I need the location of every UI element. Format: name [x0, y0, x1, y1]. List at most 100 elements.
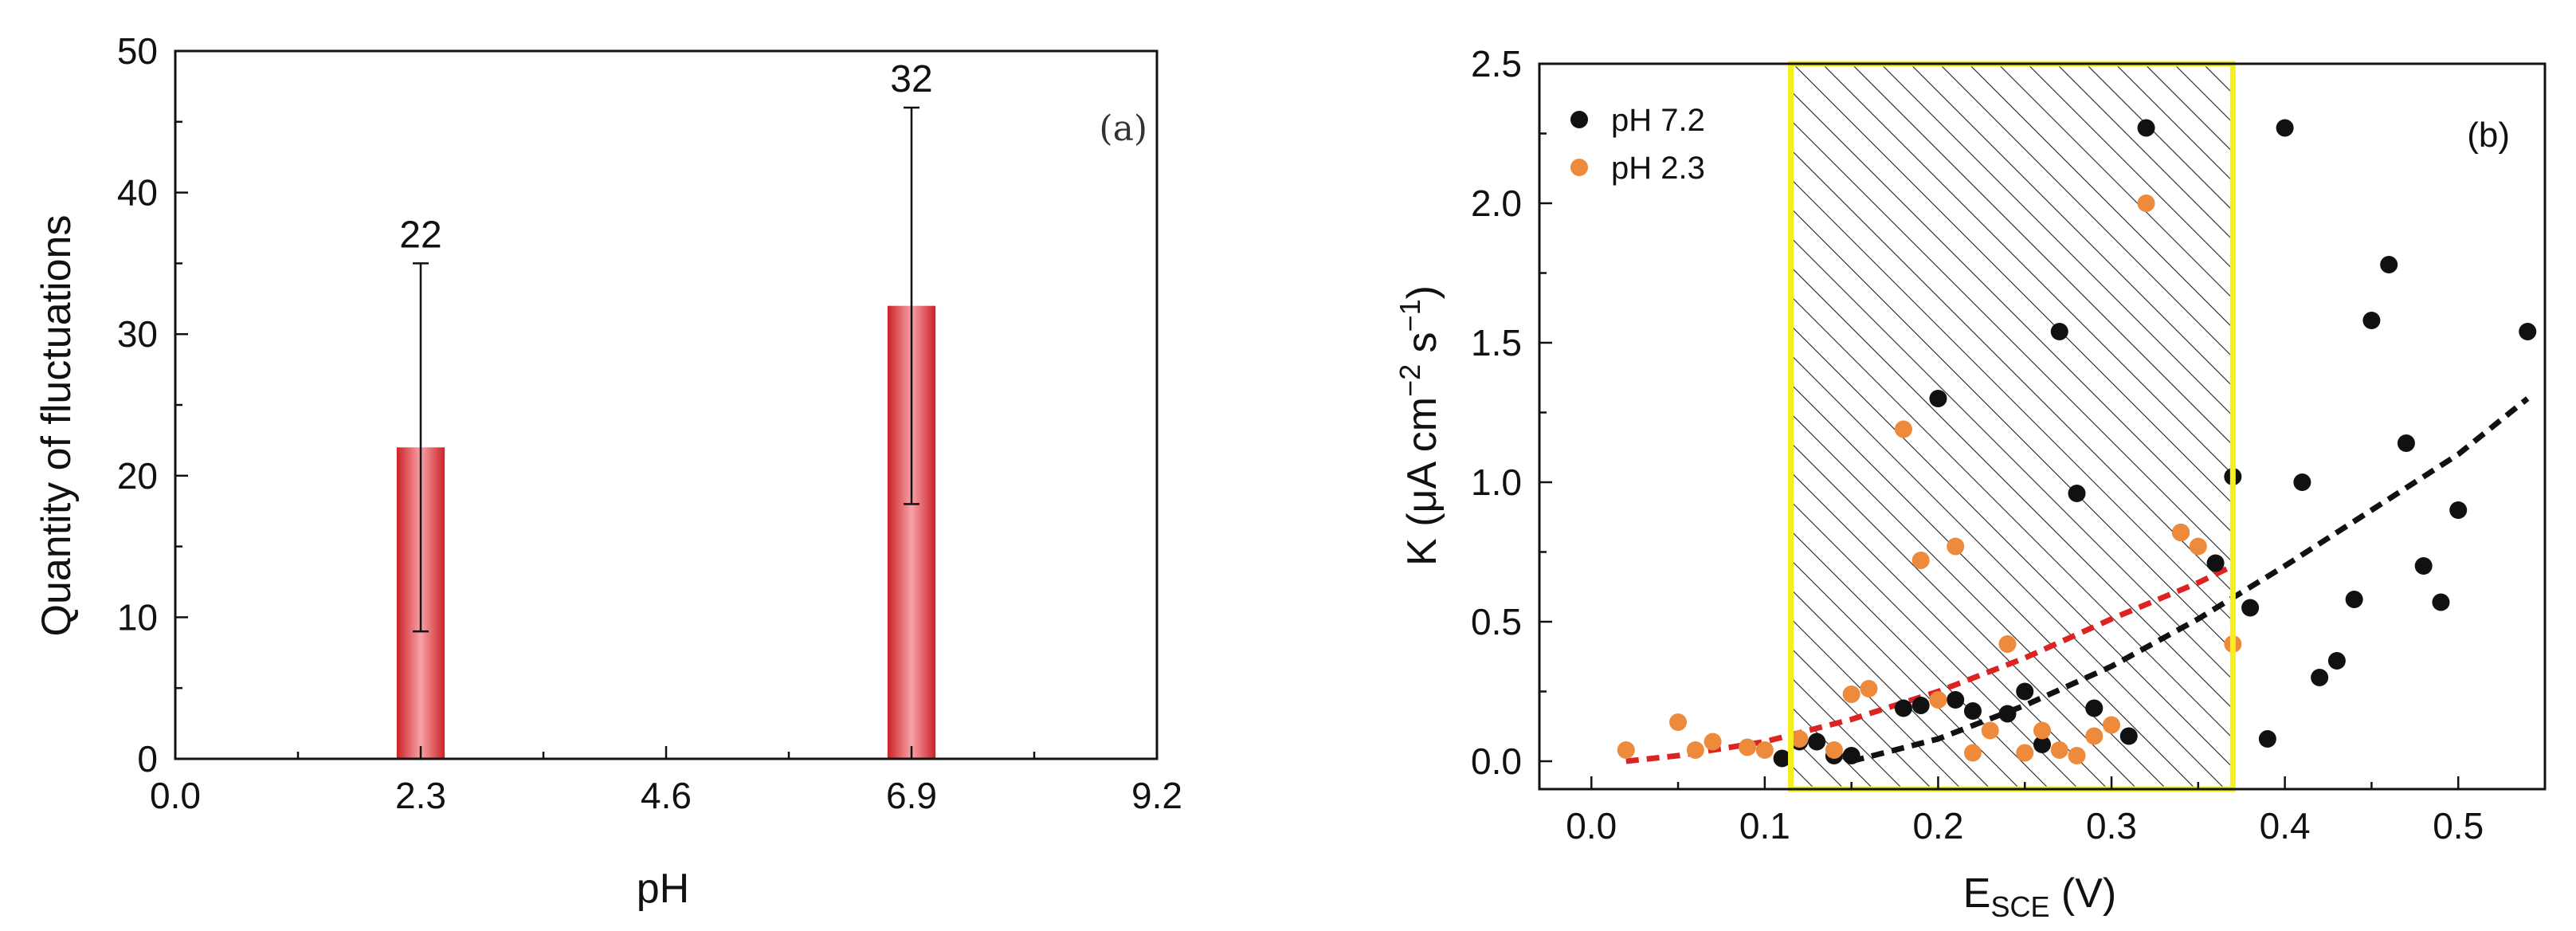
x-axis-title-a: pH — [637, 866, 689, 912]
point-ph-2-3 — [1963, 744, 1982, 762]
point-ph-7-2 — [2258, 730, 2276, 748]
point-ph-7-2 — [2362, 312, 2381, 329]
y-axis-title-b: K (μA cm−2 s−1) — [1394, 285, 1445, 566]
point-ph-2-3 — [1929, 691, 1947, 709]
x-tick-label: 0.2 — [1912, 805, 1963, 847]
point-ph-2-3 — [1894, 420, 1912, 438]
legend: pH 7.2 pH 2.3 — [1570, 103, 1705, 186]
y-tick-label: 1.5 — [1471, 322, 1522, 363]
point-ph-2-3 — [2137, 194, 2155, 212]
scatter-points — [1617, 119, 2537, 768]
panel-a: 22 32 0.0 2.3 4.6 6.9 9.2 0 10 20 30 40 … — [33, 30, 1182, 912]
point-ph-7-2 — [2414, 557, 2433, 575]
panel-label-b: (b) — [2467, 116, 2510, 155]
y-tick-label: 30 — [117, 313, 158, 355]
point-ph-7-2 — [2432, 593, 2450, 611]
y-axis-title-mid: s — [1399, 332, 1445, 363]
y-tick-label: 2.5 — [1471, 43, 1522, 84]
x-tick-label: 2.3 — [395, 775, 446, 816]
axis-ticks-b — [1539, 62, 2460, 789]
legend-label-ph-2-3: pH 2.3 — [1611, 151, 1705, 186]
point-ph-7-2 — [2206, 554, 2225, 572]
point-ph-7-2 — [1773, 749, 1791, 768]
point-ph-7-2 — [1842, 747, 1860, 764]
point-ph-7-2 — [2137, 119, 2155, 137]
point-ph-7-2 — [2449, 501, 2468, 519]
point-ph-2-3 — [1790, 730, 1809, 748]
y-tick-label: 0.0 — [1471, 740, 1522, 782]
point-ph-2-3 — [1825, 741, 1843, 759]
point-ph-2-3 — [1911, 552, 1930, 569]
point-ph-7-2 — [2033, 736, 2051, 753]
x-axis-title-symbol: E — [1963, 870, 1991, 917]
point-ph-2-3 — [2103, 716, 2121, 734]
point-ph-2-3 — [1739, 738, 1757, 756]
point-ph-7-2 — [2519, 323, 2537, 340]
point-ph-7-2 — [2327, 652, 2346, 670]
point-ph-2-3 — [2068, 747, 2086, 764]
highlight-region-hatch — [1790, 64, 2233, 789]
legend-marker-ph-7-2 — [1570, 111, 1588, 128]
point-ph-7-2 — [2050, 323, 2068, 340]
y-axis-title-sup-1: −2 — [1394, 364, 1426, 397]
point-ph-2-3 — [1998, 635, 2017, 653]
legend-label-ph-7-2: pH 7.2 — [1611, 103, 1705, 138]
point-ph-2-3 — [1686, 741, 1704, 759]
panel-b: 0.0 0.1 0.2 0.3 0.4 0.5 0.0 0.5 1.0 1.5 … — [1394, 43, 2547, 923]
x-tick-label: 0.3 — [2086, 805, 2137, 847]
x-tick-label: 0.0 — [150, 775, 201, 816]
point-ph-7-2 — [1911, 697, 1930, 714]
point-ph-7-2 — [1929, 390, 1947, 407]
point-ph-2-3 — [1704, 733, 1722, 751]
point-ph-2-3 — [1860, 680, 1878, 697]
point-ph-2-3 — [2189, 537, 2207, 556]
y-tick-label: 2.0 — [1471, 183, 1522, 224]
point-ph-2-3 — [2033, 721, 2051, 740]
legend-marker-ph-2-3 — [1570, 159, 1588, 176]
error-bars — [413, 106, 919, 633]
point-ph-2-3 — [2085, 727, 2104, 745]
panel-label-a: (a) — [1099, 108, 1147, 149]
point-ph-7-2 — [2293, 473, 2311, 491]
point-ph-7-2 — [2016, 682, 2034, 701]
x-tick-label: 0.5 — [2433, 805, 2484, 847]
point-ph-7-2 — [1808, 733, 1826, 751]
point-ph-7-2 — [2397, 434, 2415, 452]
y-tick-label: 1.0 — [1471, 462, 1522, 503]
fit-curve-ph-7-2 — [1850, 396, 2530, 764]
point-ph-7-2 — [1947, 691, 1965, 709]
point-ph-7-2 — [2085, 699, 2104, 717]
bar-series — [396, 305, 936, 759]
plot-frame-a — [174, 49, 1159, 760]
y-tick-label: 40 — [117, 172, 158, 214]
x-tick-label: 4.6 — [641, 775, 692, 816]
x-tick-label: 0.0 — [1566, 805, 1617, 847]
x-axis-title-subscript: SCE — [1990, 890, 2049, 923]
x-tick-label: 9.2 — [1131, 775, 1182, 816]
y-tick-label: 20 — [117, 455, 158, 497]
point-ph-7-2 — [2311, 669, 2329, 686]
point-ph-7-2 — [2380, 256, 2398, 273]
y-tick-label: 10 — [117, 596, 158, 638]
axis-ticks-a — [174, 49, 1159, 760]
point-ph-2-3 — [2172, 524, 2190, 541]
point-ph-2-3 — [1981, 721, 1999, 740]
point-ph-7-2 — [1998, 705, 2017, 723]
point-ph-2-3 — [1947, 537, 1965, 556]
data-label-ph-2-3: 22 — [399, 214, 441, 256]
plot-frame-b — [1538, 62, 2547, 791]
y-tick-label: 50 — [117, 30, 158, 72]
data-label-ph-6-9: 32 — [890, 58, 932, 100]
x-tick-label: 6.9 — [886, 775, 937, 816]
point-ph-2-3 — [2050, 741, 2068, 759]
point-ph-7-2 — [2276, 119, 2294, 137]
point-ph-2-3 — [2016, 744, 2034, 762]
x-axis-title-unit: (V) — [2049, 870, 2116, 917]
x-tick-label: 0.1 — [1739, 805, 1790, 847]
point-ph-2-3 — [1617, 741, 1635, 759]
point-ph-7-2 — [2345, 591, 2363, 608]
point-ph-7-2 — [1894, 699, 1912, 717]
point-ph-2-3 — [1755, 741, 1774, 759]
y-axis-title-end: ) — [1399, 285, 1445, 299]
